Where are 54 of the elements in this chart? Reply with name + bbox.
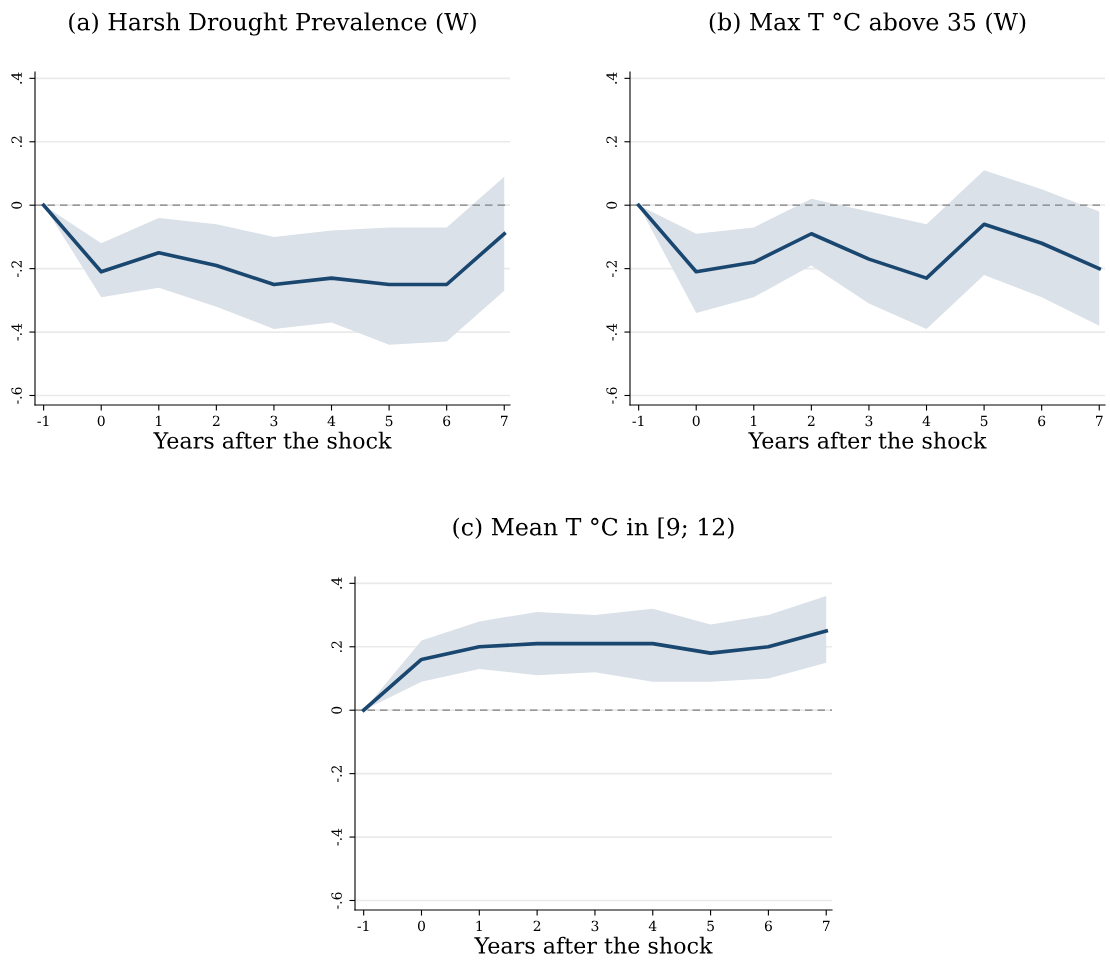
x-tick-label: 2 [807, 415, 815, 426]
x-tick-label: 0 [97, 415, 105, 427]
y-tick-label: -.6 [11, 387, 22, 404]
x-tick-label: 6 [443, 415, 451, 427]
y-tick-label: -.2 [331, 766, 342, 782]
y-tick-label: -.4 [11, 323, 22, 341]
x-tick-label: 3 [270, 415, 278, 427]
x-tick-label: 4 [922, 415, 931, 426]
y-tick-label: 0 [606, 201, 617, 209]
x-tick-label: -1 [357, 920, 369, 931]
chart-title: (c) Mean T °C in [9; 12) [453, 517, 734, 540]
y-tick-label: -.4 [606, 323, 617, 341]
x-tick-label: 7 [1095, 415, 1103, 426]
x-tick-label: 0 [417, 920, 425, 932]
x-tick-label: 7 [500, 415, 508, 426]
y-tick-label: 0 [11, 201, 22, 209]
x-tick-label: 5 [707, 920, 714, 932]
y-tick-label: .2 [11, 136, 22, 148]
y-tick-label: .4 [331, 577, 342, 589]
line-series [361, 629, 829, 713]
x-tick-label: 6 [1038, 415, 1046, 427]
y-tick-label: .4 [11, 72, 22, 84]
line-series [41, 203, 507, 287]
chart-title: (b) Max T °C above 35 (W) [709, 12, 1026, 35]
x-tick-label: 1 [751, 415, 757, 426]
x-tick-label: 6 [764, 920, 772, 932]
y-tick-label: -.2 [11, 261, 22, 277]
x-tick-label: 7 [822, 920, 830, 931]
chart-title: (a) Harsh Drought Prevalence (W) [69, 12, 476, 36]
x-tick-label: 1 [156, 415, 162, 426]
x-tick-label: 2 [212, 415, 220, 426]
x-axis-title: Years after the shock [748, 431, 987, 449]
x-tick-label: 3 [591, 920, 599, 932]
x-tick-label: 1 [476, 920, 482, 931]
y-tick-label: 0 [331, 706, 342, 714]
x-tick-label: -1 [37, 415, 49, 426]
x-tick-label: 4 [327, 415, 336, 426]
y-tick-label: .2 [606, 136, 617, 148]
x-tick-label: 5 [385, 415, 393, 427]
x-tick-label: 5 [980, 415, 988, 427]
y-tick-label: -.4 [331, 828, 342, 846]
line-series [636, 203, 1102, 280]
y-tick-label: .2 [331, 641, 342, 653]
y-tick-label: -.6 [606, 387, 617, 404]
x-tick-label: 3 [865, 415, 873, 427]
x-tick-label: -1 [632, 415, 644, 426]
y-tick-label: .4 [606, 72, 617, 84]
x-tick-label: 4 [648, 920, 657, 931]
x-axis-title: Years after the shock [474, 936, 713, 954]
y-tick-label: -.6 [331, 892, 342, 909]
y-tick-label: -.2 [606, 261, 617, 277]
x-tick-label: 0 [692, 415, 700, 427]
x-axis-title: Years after the shock [153, 431, 392, 449]
x-tick-label: 2 [533, 920, 541, 931]
